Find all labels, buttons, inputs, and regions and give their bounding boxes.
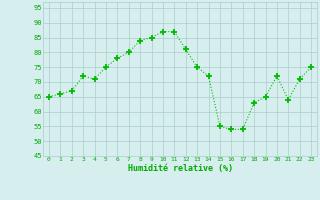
X-axis label: Humidité relative (%): Humidité relative (%) — [127, 164, 233, 173]
